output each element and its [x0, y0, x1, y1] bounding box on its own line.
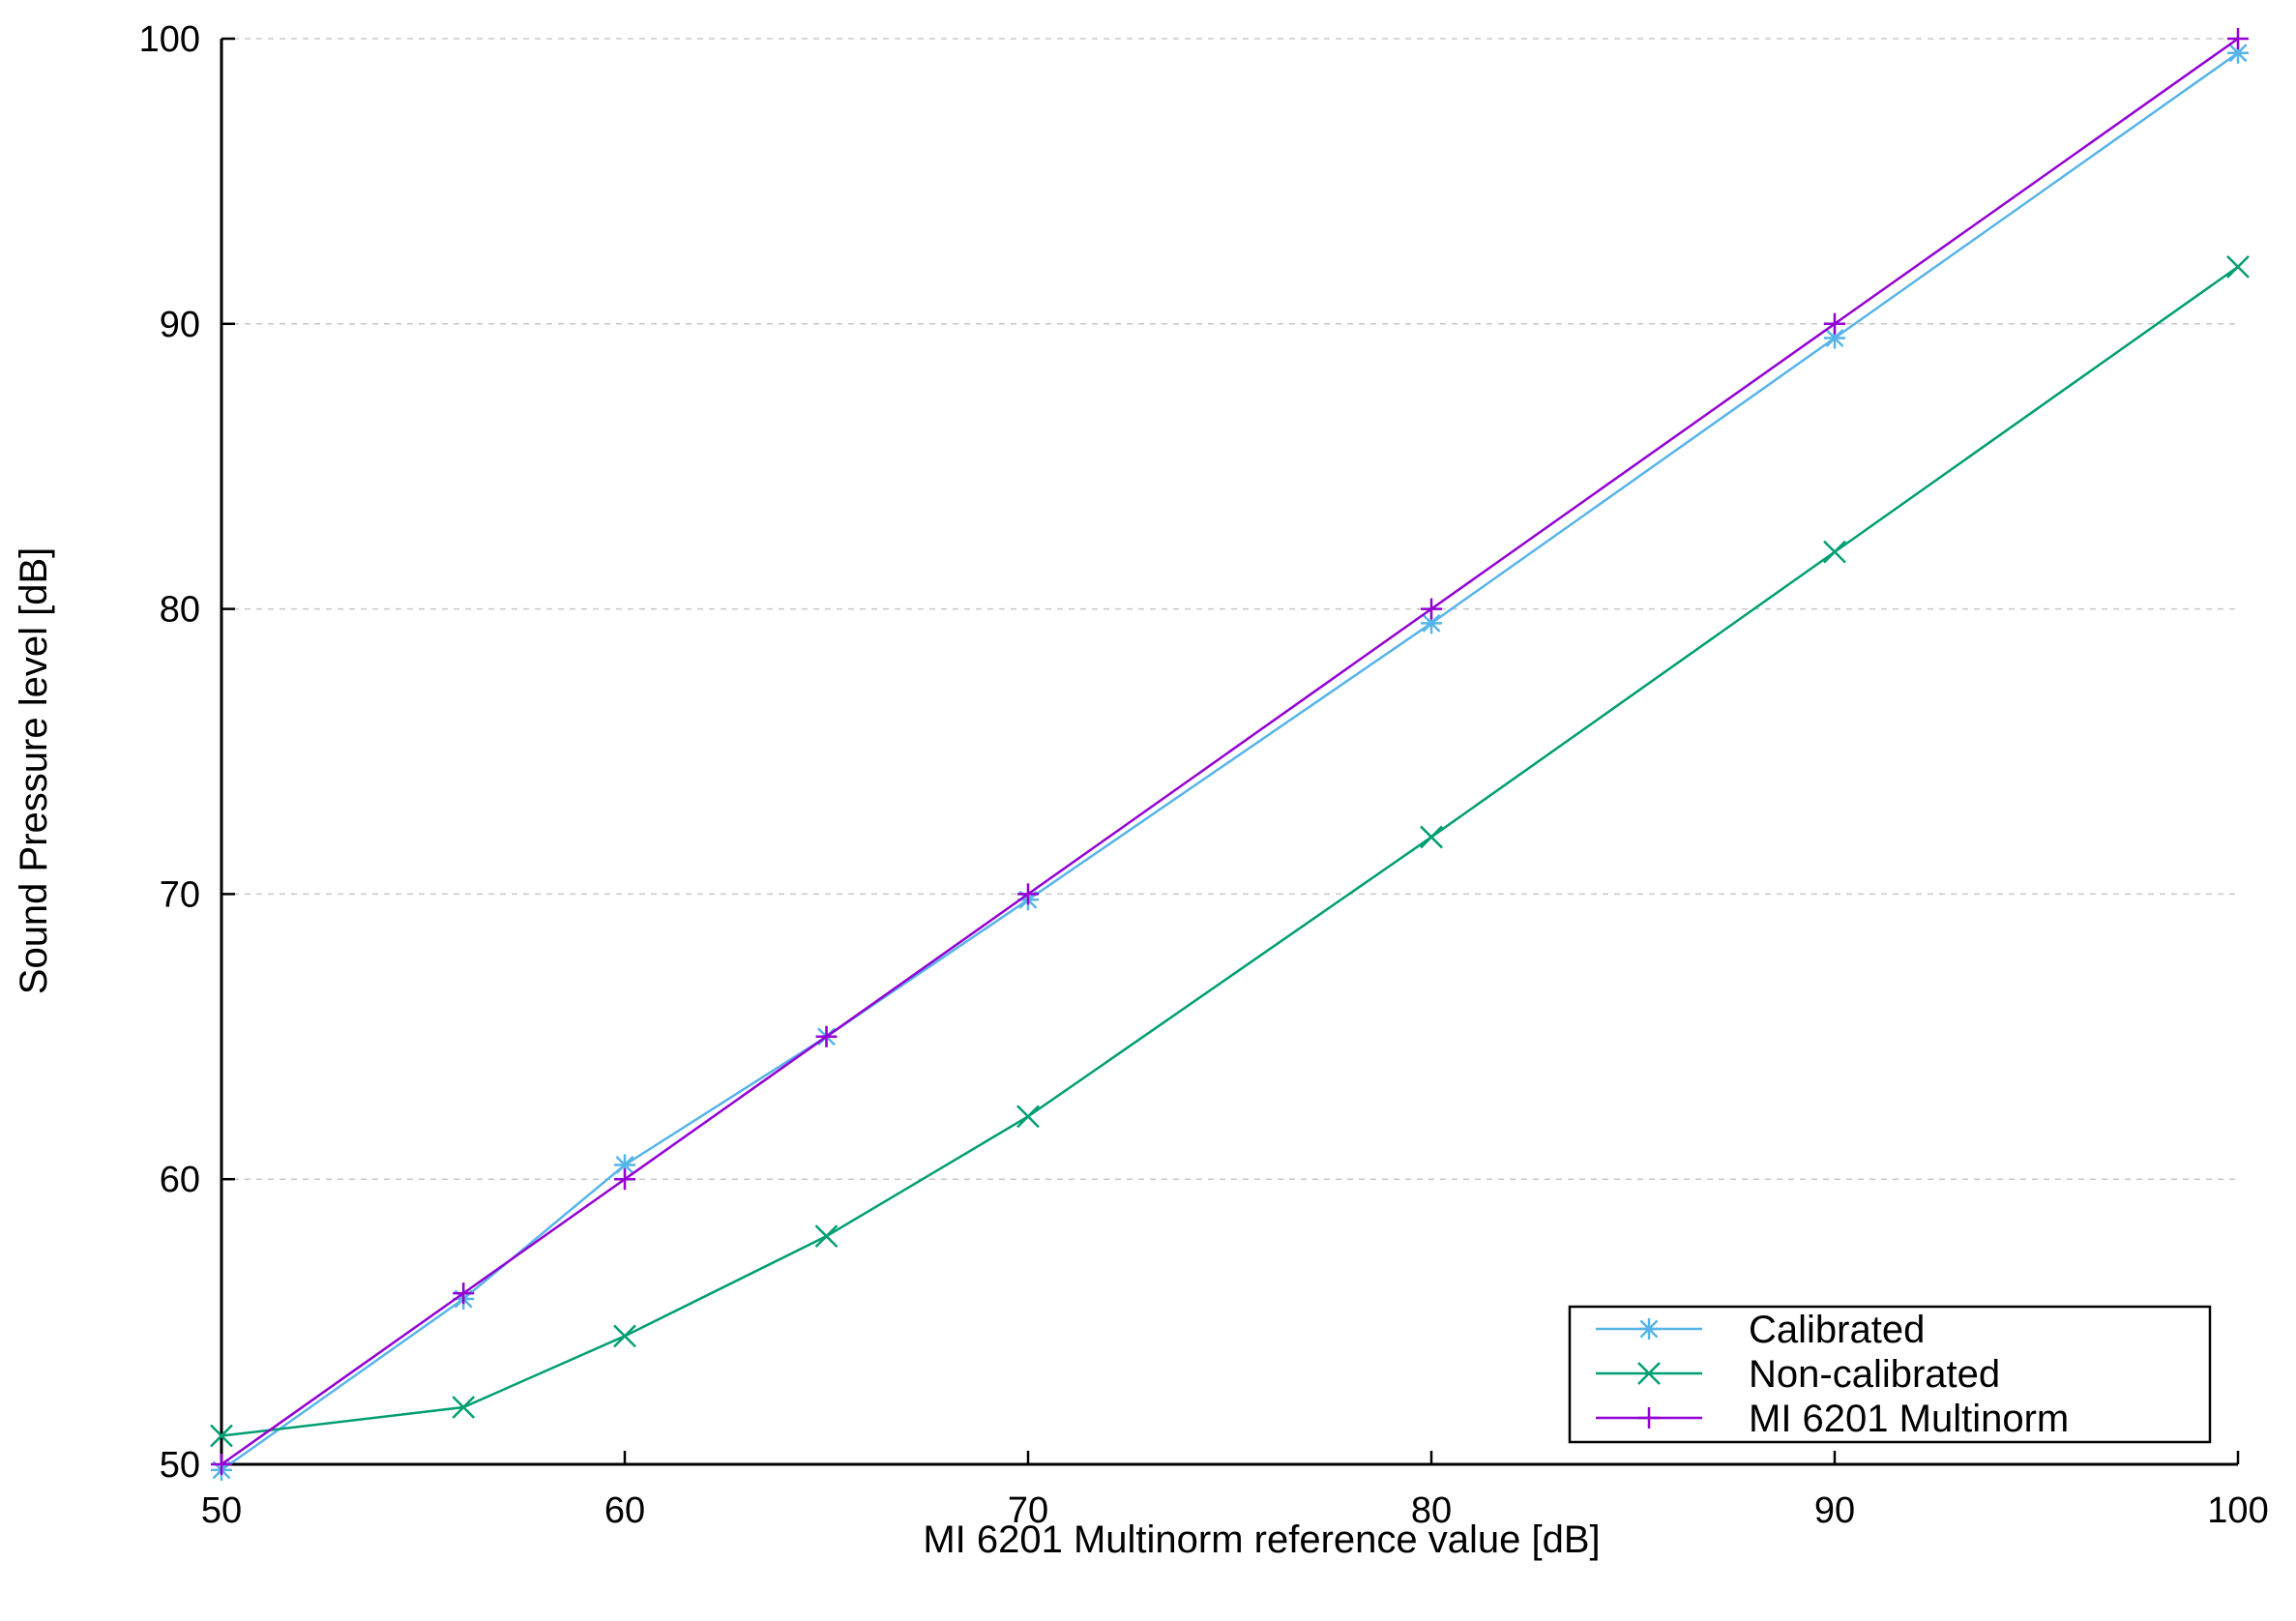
data-point	[1421, 598, 1442, 620]
y-tick-label: 90	[160, 305, 200, 345]
x-axis-title: MI 6201 Multinorm reference value [dB]	[923, 1518, 1600, 1561]
x-tick-label: 60	[604, 1490, 645, 1531]
data-point	[2226, 254, 2250, 279]
data-point	[613, 1324, 636, 1348]
plot-area-series	[210, 28, 2250, 1481]
data-point	[1420, 825, 1443, 849]
data-point	[1017, 883, 1039, 905]
data-point	[452, 1396, 476, 1419]
data-point	[814, 1224, 839, 1249]
y-tick-label: 70	[160, 874, 200, 915]
series-non-calibrated	[210, 254, 2250, 1448]
y-axis-title: Sound Pressure level [dB]	[13, 547, 55, 994]
axes: 50 60 70 80 90 100 50 60 70 80 90 100 MI 6201 Multin…	[13, 19, 2269, 1561]
data-point	[210, 1424, 233, 1448]
legend-swatch-marker	[1638, 1407, 1660, 1429]
data-point	[2227, 42, 2249, 64]
series-line	[221, 51, 2239, 1471]
x-tick-label: 100	[2207, 1490, 2268, 1531]
legend-item: Non-calibrated	[1596, 1353, 2000, 1396]
y-tick-label: 50	[160, 1445, 200, 1486]
legend-item: Calibrated	[1596, 1309, 1925, 1351]
x-tick-label: 50	[201, 1490, 242, 1531]
grid-lines	[221, 38, 2238, 1180]
series-line	[221, 265, 2239, 1437]
series-calibrated	[211, 42, 2249, 1481]
legend-swatch-marker	[1637, 1362, 1661, 1385]
data-point	[453, 1282, 475, 1305]
data-point	[614, 1154, 635, 1176]
legend-label: MI 6201 Multinorm	[1749, 1398, 2069, 1440]
series-mi-6201-multinorm	[211, 28, 2249, 1475]
data-point	[1824, 312, 1845, 335]
data-point	[614, 1168, 635, 1191]
y-tick-label: 100	[139, 19, 200, 60]
y-tick-label: 80	[160, 590, 200, 631]
legend-item: MI 6201 Multinorm	[1596, 1398, 2069, 1440]
data-point	[1823, 540, 1846, 564]
x-tick-label: 70	[1008, 1490, 1048, 1531]
data-point	[1016, 1105, 1040, 1129]
legend-label: Non-calibrated	[1749, 1353, 2000, 1396]
legend-swatch-marker	[1638, 1318, 1660, 1340]
x-tick-label: 90	[1814, 1490, 1855, 1531]
y-tick-label: 60	[160, 1160, 200, 1200]
data-point	[211, 1454, 232, 1475]
data-point	[2227, 28, 2249, 49]
x-tick-label: 80	[1411, 1490, 1452, 1531]
series-line	[221, 37, 2239, 1466]
legend-label: Calibrated	[1749, 1309, 1925, 1351]
data-point	[815, 1025, 838, 1047]
